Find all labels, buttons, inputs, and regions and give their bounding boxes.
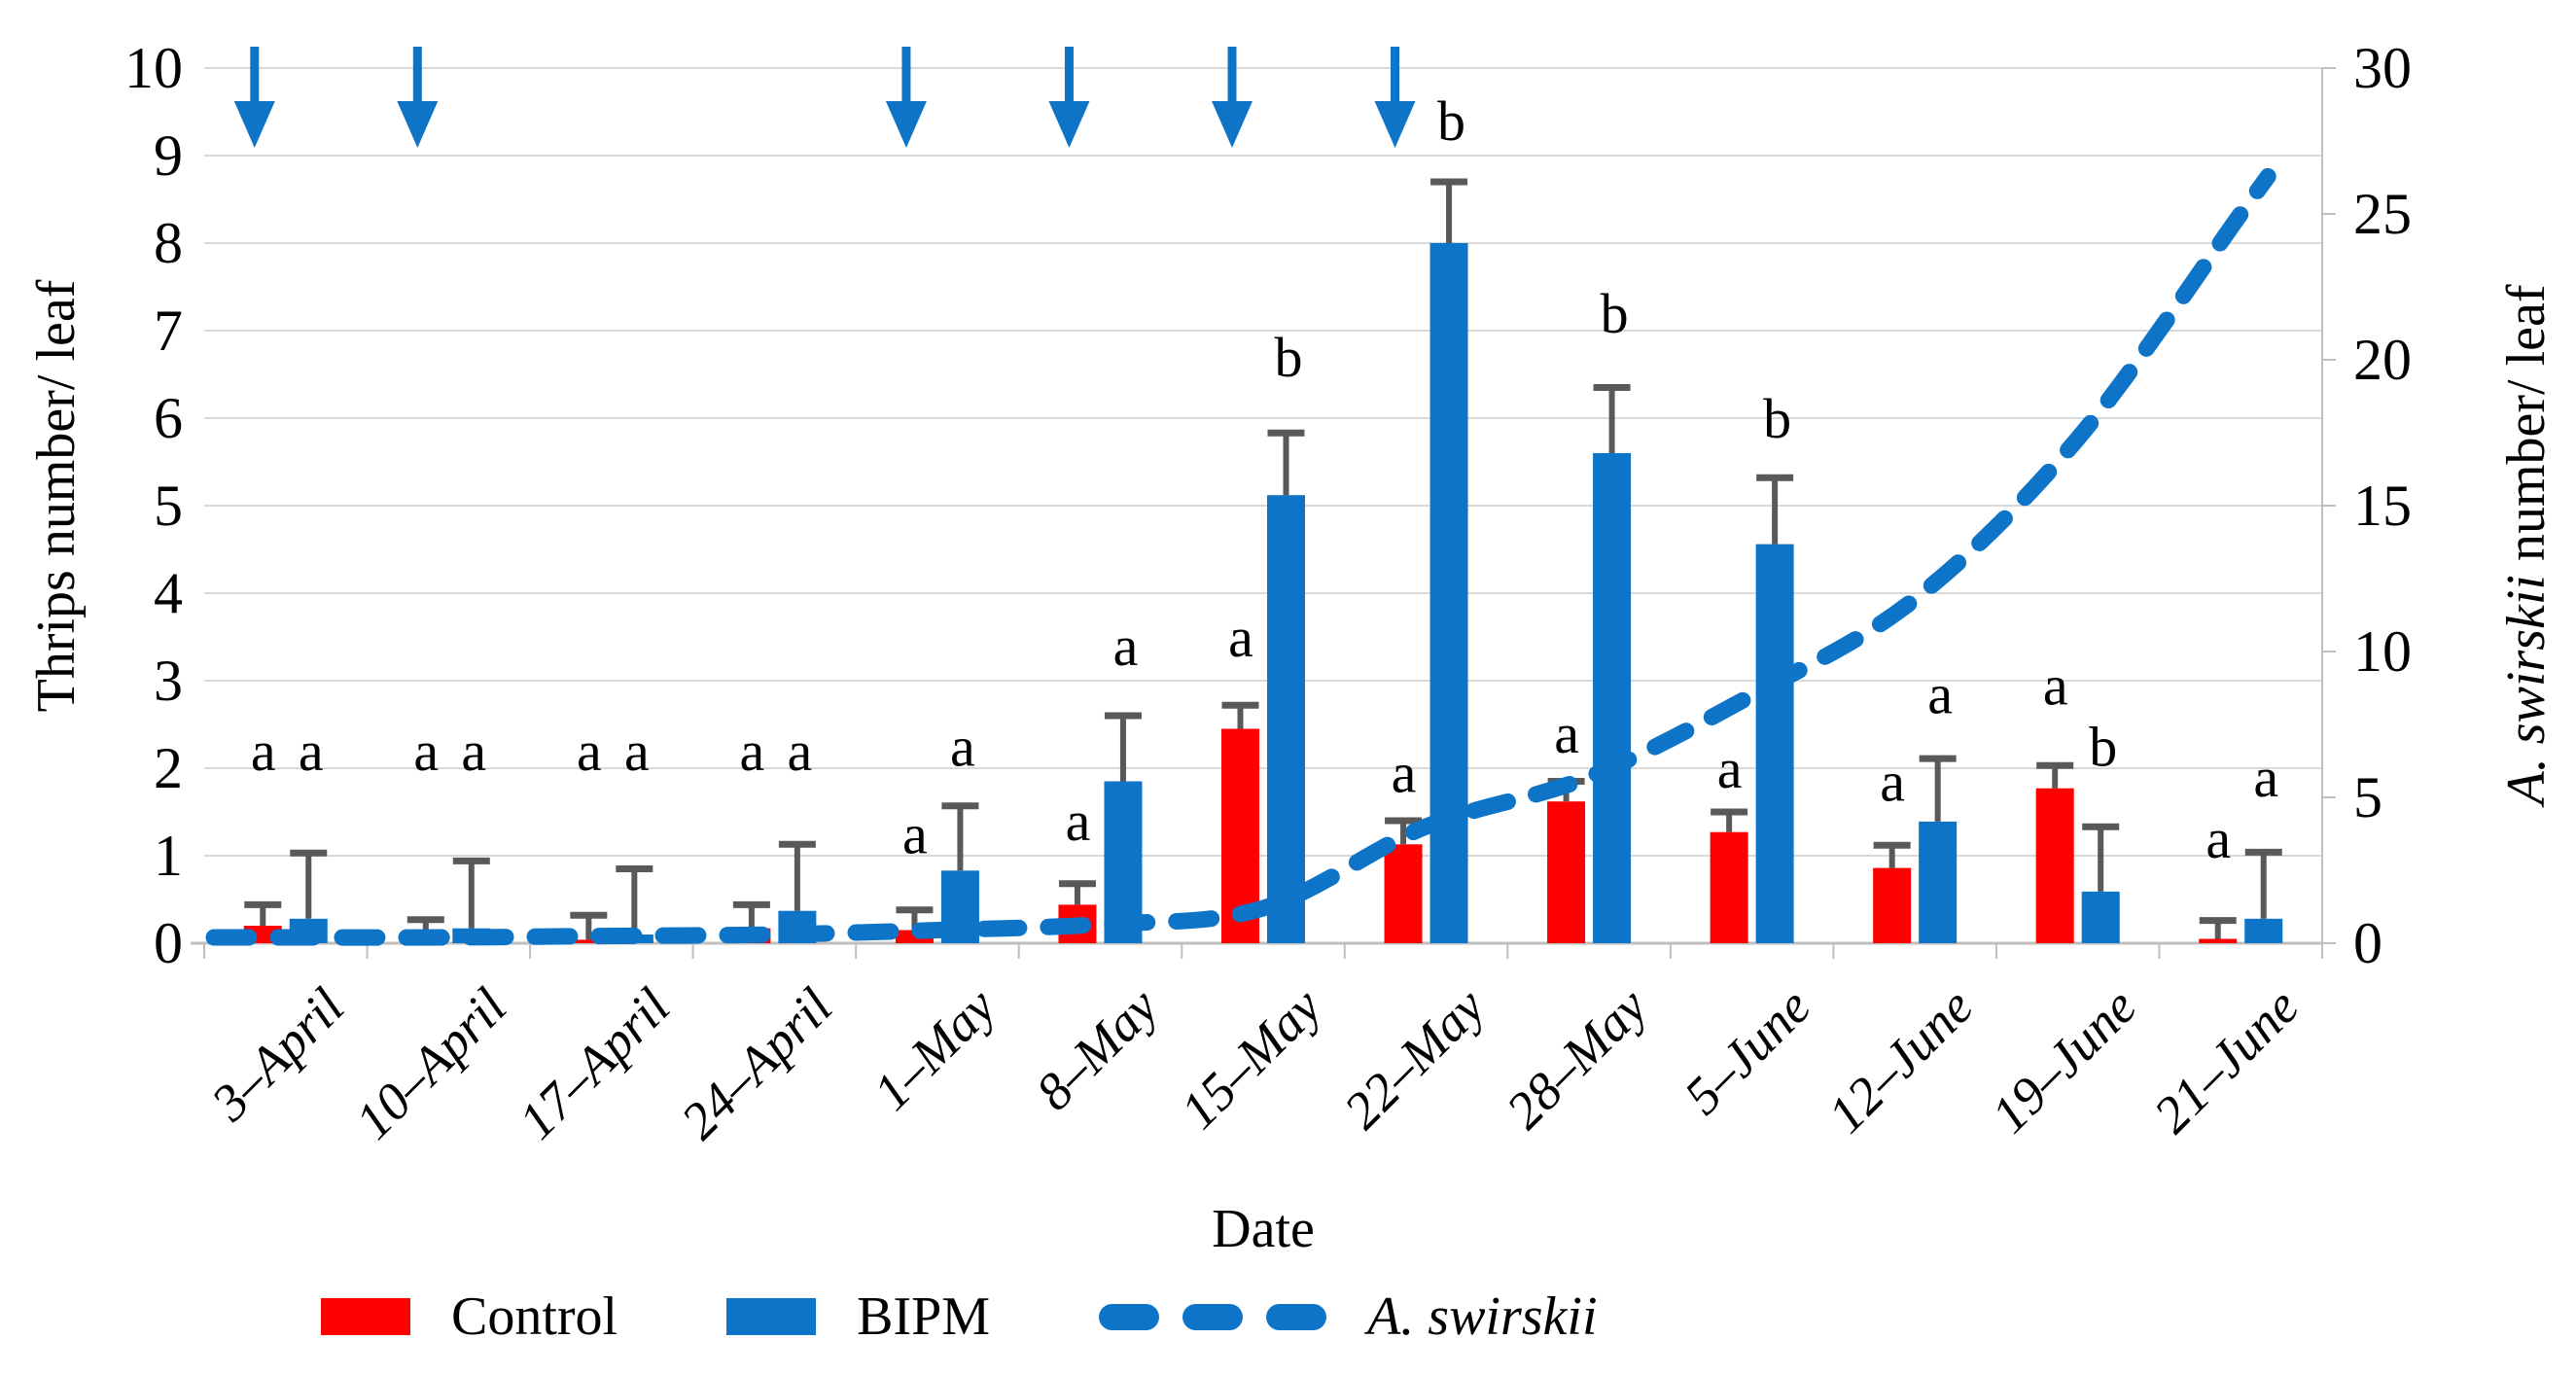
bipm-bar [1755,544,1794,943]
significance-letter: a [1554,702,1579,765]
x-axis-title: Date [1212,1199,1315,1259]
left-axis-tick-label: 0 [154,911,183,975]
significance-letter: b [1763,387,1791,450]
significance-letter: a [461,720,486,783]
left-axis-tick-label: 2 [154,736,183,800]
significance-letter: a [299,720,324,783]
release-arrow-icon [1227,47,1237,103]
legend-label-bipm: BIPM [857,1286,991,1347]
right-axis-tick-label: 30 [2353,36,2412,100]
significance-letter: a [788,720,813,783]
significance-letter: a [740,720,765,783]
significance-letter: a [413,720,439,783]
significance-letter: a [1228,606,1253,669]
right-axis-title-italic: A. swirskii [2496,575,2557,805]
legend: Control BIPM A. swirskii [321,1286,1598,1348]
significance-letter: a [2043,654,2068,718]
control-bar [1873,867,1912,943]
right-axis-tick-label: 5 [2353,765,2382,829]
control-bar [1547,801,1586,943]
release-arrow-icon [885,101,927,148]
left-axis-tick-label: 6 [154,386,183,450]
significance-letter: a [1066,790,1091,853]
right-axis-tick-label: 0 [2353,911,2382,975]
control-bar [569,939,608,943]
release-arrow-icon [397,101,439,148]
legend-item-control: Control [321,1286,618,1348]
legend-label-swirskii: A. swirskii [1367,1286,1598,1347]
significance-letter: b [1275,326,1303,389]
legend-item-bipm: BIPM [726,1286,990,1348]
left-axis-tick-label: 10 [124,36,183,100]
release-arrow-icon [901,47,911,103]
significance-letter: a [1880,751,1905,814]
bipm-bar [1429,243,1468,943]
legend-label-control: Control [451,1286,618,1347]
left-axis-tick-label: 7 [154,299,183,363]
bipm-bar [1267,495,1305,943]
right-axis-tick-label: 25 [2353,182,2412,246]
left-axis-tick-label: 1 [154,824,183,888]
right-axis-tick-label: 10 [2353,619,2412,684]
control-bar [1710,831,1748,943]
significance-letter: a [1717,737,1743,800]
left-axis-tick-label: 3 [154,649,183,713]
control-bar [2035,788,2074,943]
release-arrow-icon [1212,101,1253,148]
control-bar [1384,844,1423,943]
significance-letter: a [1927,663,1953,726]
significance-letter: b [2089,716,2117,779]
control-bar [2199,938,2238,943]
release-arrow-icon [1374,101,1416,148]
significance-letter: a [624,720,650,783]
swirskii-dash-icon [1099,1303,1327,1330]
significance-letter: a [251,720,276,783]
right-axis-tick-label: 20 [2353,328,2412,392]
significance-letter: a [1392,742,1417,805]
bipm-bar [2081,891,2120,943]
significance-letter: a [577,720,602,783]
control-swatch-icon [321,1298,410,1335]
right-axis-title-rest: number/ leaf [2496,284,2557,576]
significance-letter: a [1113,615,1139,678]
right-axis-title: A. swirskii number/ leaf [2495,284,2558,804]
bipm-bar [1919,821,1958,943]
swirskii-dashed-line [205,167,2276,946]
significance-letter: b [1601,282,1629,345]
left-axis-tick-label: 4 [154,561,183,625]
release-arrow-icon [412,47,422,103]
release-arrow-icon [1391,47,1400,103]
bipm-bar [2244,918,2283,943]
significance-letter: a [950,716,975,779]
significance-letter: a [902,803,928,866]
legend-item-swirskii: A. swirskii [1099,1286,1598,1348]
left-axis-tick-label: 8 [154,211,183,275]
dash-segment-icon [1182,1303,1244,1330]
release-arrow-icon [250,47,260,103]
bipm-swatch-icon [726,1298,817,1335]
left-axis-tick-label: 5 [154,474,183,538]
release-arrow-icon [233,101,275,148]
significance-letter: b [1437,89,1465,153]
significance-letter: a [2253,746,2278,809]
release-arrow-icon [1064,47,1074,103]
bipm-bar [1593,453,1632,943]
release-arrow-icon [1048,101,1090,148]
dash-segment-icon [1099,1303,1160,1330]
left-axis-tick-label: 9 [154,123,183,188]
right-axis-tick-label: 15 [2353,474,2412,538]
left-axis-title: Thrips number/ leaf [26,279,87,713]
dash-segment-icon [1266,1303,1327,1330]
significance-letter: a [2205,807,2231,870]
